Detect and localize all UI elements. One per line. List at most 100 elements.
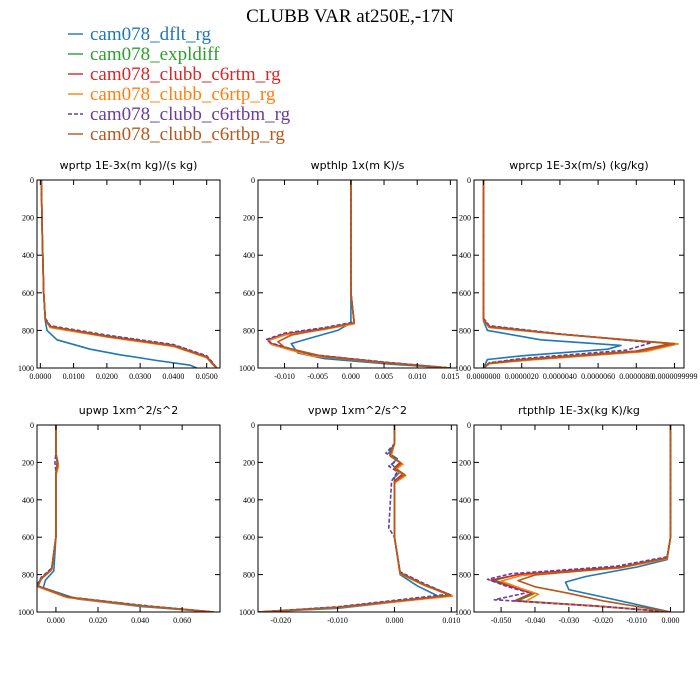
y-tick-label: 1000: [18, 364, 34, 373]
y-tick-label: 200: [459, 458, 471, 467]
x-tick-label: 0.0000020: [505, 372, 539, 381]
y-tick-label: 600: [243, 533, 255, 542]
y-tick-label: 600: [22, 533, 34, 542]
y-tick-label: 0: [30, 421, 34, 430]
legend-entry: cam078_clubb_c6rtm_rg: [68, 64, 281, 85]
y-tick-label: 200: [22, 458, 34, 467]
series-line-cam078_clubb_c6rtp_rg: [267, 180, 451, 368]
series-line-cam078_dflt_rg: [290, 180, 451, 368]
x-tick-label: 0.0000000: [467, 372, 501, 381]
panel-title: wprtp 1E-3x(m kg)/(s kg): [60, 159, 198, 172]
panel-3: wprcp 1E-3x(m/s) (kg/kg) 0 200 400 600 800 100…: [455, 159, 697, 381]
y-tick-label: 0: [467, 421, 471, 430]
x-tick-label: 0.015: [441, 372, 459, 381]
legend-entry: cam078_dflt_rg: [68, 24, 212, 45]
series-line-cam078_dflt_rg: [258, 425, 441, 612]
legend-label: cam078_clubb_c6rtbm_rg: [90, 104, 291, 125]
series-line-cam078_expldiff: [267, 180, 451, 368]
panel-title: wpthlp 1x(m K)/s: [311, 159, 405, 172]
legend-label: cam078_expldiff: [90, 44, 220, 65]
x-tick-label: 0.020: [89, 616, 107, 625]
panel-4: upwp 1xm^2/s^2 0 200 400 600 800 1000 0.000 0.02…: [18, 404, 221, 625]
y-tick-label: 600: [459, 533, 471, 542]
plot-frame: [473, 424, 685, 613]
x-tick-label: 0.000: [342, 372, 360, 381]
series-line-cam078_clubb_c6rtbp_rg: [37, 425, 214, 612]
series-group: [258, 425, 454, 612]
plot-frame: [473, 179, 685, 369]
x-tick-label: 0.005: [375, 372, 393, 381]
x-tick-label: 0.040: [131, 616, 149, 625]
y-tick-label: 0: [251, 421, 255, 430]
series-group: [486, 425, 672, 612]
y-tick-label: 1000: [18, 608, 34, 617]
series-line-cam078_dflt_rg: [564, 425, 672, 612]
x-tick-label: 0.010: [408, 372, 426, 381]
series-line-cam078_dflt_rg: [40, 180, 198, 368]
figure-title: CLUBB VAR at250E,-17N: [246, 6, 454, 27]
series-line-cam078_clubb_c6rtbm_rg: [486, 425, 672, 612]
y-tick-label: 1000: [239, 608, 255, 617]
panel-title: wprcp 1E-3x(m/s) (kg/kg): [509, 159, 648, 172]
y-tick-label: 800: [243, 571, 255, 580]
x-tick-label: -0.030: [559, 616, 580, 625]
y-tick-label: 400: [22, 251, 34, 260]
y-tick-label: 800: [459, 326, 471, 335]
y-tick-label: 0: [251, 176, 255, 185]
panel-title: rtpthlp 1E-3x(kg K)/kg: [518, 404, 640, 417]
series-line-cam078_dflt_rg: [482, 180, 622, 368]
series-group: [40, 180, 218, 368]
panel-2: wpthlp 1x(m K)/s 0 200 400 600 800 1000 -0.010 -…: [239, 159, 459, 381]
series-line-cam078_clubb_c6rtbp_rg: [482, 180, 676, 368]
legend-label: cam078_clubb_c6rtp_rg: [90, 84, 276, 105]
x-tick-label: 0.0300: [129, 372, 151, 381]
y-tick-label: 400: [459, 251, 471, 260]
plot-frame: [257, 424, 458, 613]
legend-label: cam078_clubb_c6rtm_rg: [90, 64, 281, 85]
x-tick-label: -0.010: [626, 616, 647, 625]
series-group: [37, 425, 214, 612]
y-tick-label: 600: [243, 289, 255, 298]
x-tick-label: 0.0500: [196, 372, 218, 381]
x-tick-label: 0.010: [442, 616, 460, 625]
y-tick-label: 800: [22, 326, 34, 335]
series-line-cam078_clubb_c6rtp_rg: [37, 425, 214, 612]
y-tick-label: 400: [22, 496, 34, 505]
series-group: [265, 180, 451, 368]
panel-title: upwp 1xm^2/s^2: [79, 404, 179, 417]
x-tick-label: -0.020: [592, 616, 613, 625]
y-tick-label: 200: [243, 458, 255, 467]
series-line-cam078_clubb_c6rtbm_rg: [37, 425, 214, 612]
x-tick-label: 0.0000040: [543, 372, 577, 381]
series-line-cam078_expldiff: [482, 180, 672, 368]
legend: cam078_dflt_rgcam078_expldiffcam078_club…: [68, 24, 291, 145]
x-tick-label: 0.0200: [96, 372, 118, 381]
plot-frame: [36, 179, 221, 369]
series-line-cam078_clubb_c6rtm_rg: [482, 180, 672, 368]
x-tick-label: 0.0400: [162, 372, 184, 381]
x-tick-label: 0.0000080: [619, 372, 653, 381]
y-tick-label: 1000: [455, 608, 471, 617]
y-tick-label: 800: [459, 571, 471, 580]
y-tick-label: 1000: [239, 364, 255, 373]
panels: wprtp 1E-3x(m kg)/(s kg) 0 200 400 600 800 100…: [18, 159, 697, 625]
y-tick-label: 400: [243, 251, 255, 260]
panel-title: vpwp 1xm^2/s^2: [308, 404, 407, 417]
x-tick-label: 0.0000: [29, 372, 51, 381]
series-line-cam078_expldiff: [37, 425, 214, 612]
series-line-cam078_clubb_c6rtm_rg: [490, 425, 672, 612]
x-tick-label: 0.0100: [63, 372, 85, 381]
x-tick-label: 0.000: [385, 616, 403, 625]
y-tick-label: 0: [30, 176, 34, 185]
plot-frame: [36, 424, 221, 613]
legend-entry: cam078_clubb_c6rtp_rg: [68, 84, 276, 105]
legend-label: cam078_dflt_rg: [90, 24, 212, 45]
series-line-cam078_clubb_c6rtbp_rg: [517, 425, 672, 612]
panel-6: rtpthlp 1E-3x(kg K)/kg 0 200 400 600 800 1000 -…: [455, 404, 685, 625]
y-tick-label: 600: [22, 289, 34, 298]
x-tick-label: 0.000: [47, 616, 65, 625]
y-tick-label: 200: [243, 214, 255, 223]
series-line-cam078_dflt_rg: [42, 425, 214, 612]
panel-1: wprtp 1E-3x(m kg)/(s kg) 0 200 400 600 800 100…: [18, 159, 221, 381]
y-tick-label: 800: [243, 326, 255, 335]
